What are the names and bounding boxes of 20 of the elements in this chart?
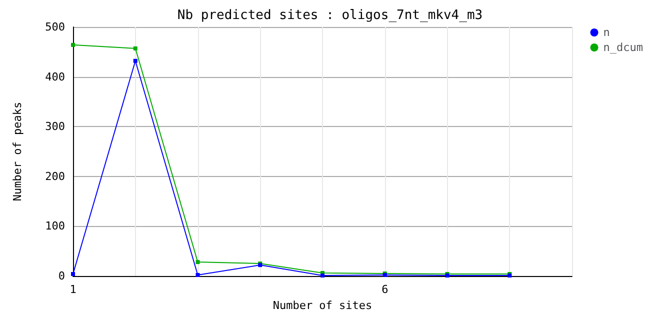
y-tick-label: 200 [45, 170, 65, 183]
y-tick-label: 400 [45, 70, 65, 84]
point [196, 260, 200, 264]
y-tick-label: 0 [58, 270, 65, 282]
point [133, 46, 138, 50]
y-tick-label: 500 [45, 20, 65, 34]
x-tick-label: 6 [382, 283, 388, 296]
point [320, 274, 324, 278]
y-tick-label: 100 [45, 220, 65, 233]
point [133, 58, 138, 63]
point [71, 272, 75, 276]
point [71, 42, 75, 47]
y-axis-title: Number of peaks [11, 102, 24, 202]
y-tick-label: 300 [45, 120, 65, 134]
x-tick-label: 1 [70, 283, 76, 296]
point [196, 273, 200, 278]
chart-title: Nb predicted sites : oligos_7nt_mkv4_m3 [177, 8, 483, 23]
legend-label: n [603, 26, 610, 39]
legend-label: n_dcum [603, 41, 644, 54]
x-axis-title: Number of sites [272, 298, 372, 312]
